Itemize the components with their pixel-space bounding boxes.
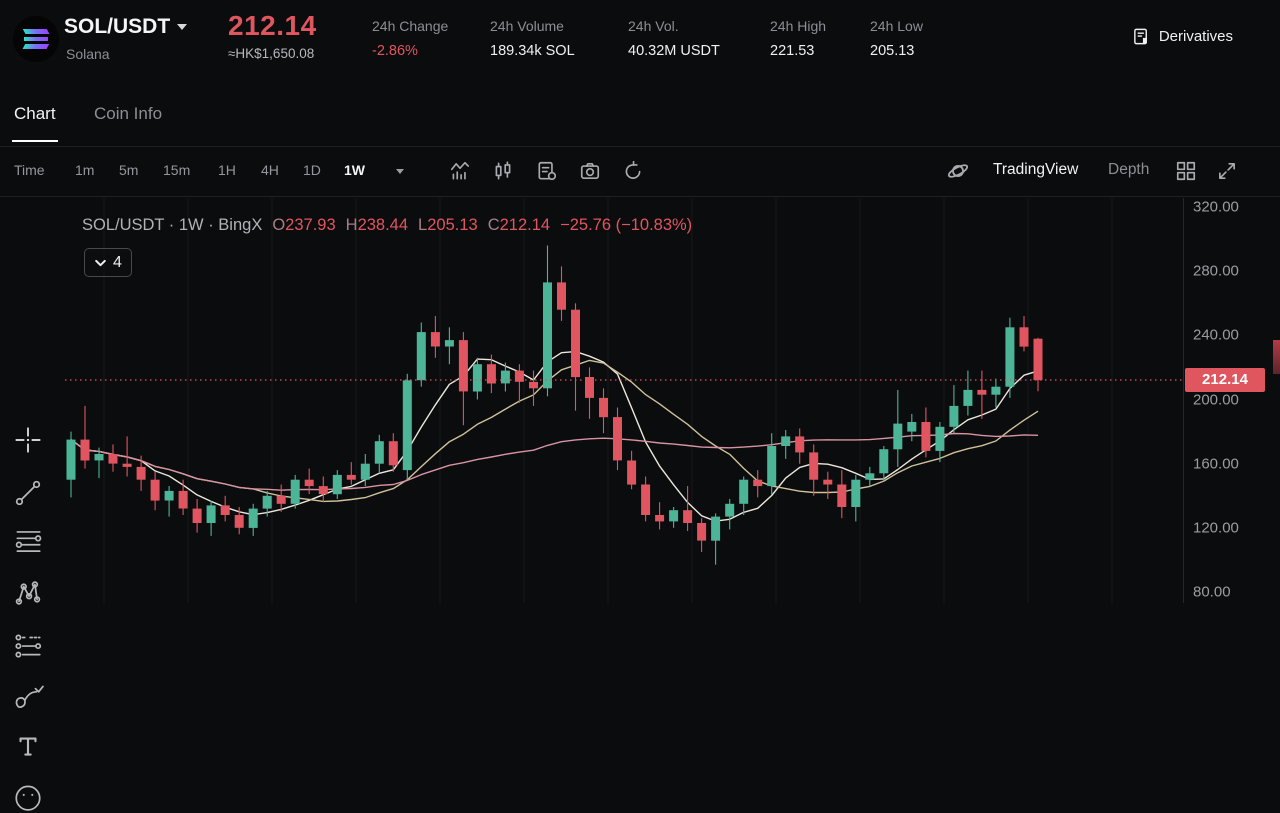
chevron-down-icon bbox=[177, 24, 188, 30]
candlestick-chart[interactable] bbox=[65, 198, 1183, 603]
axis-tick-160.00: 160.00 bbox=[1193, 455, 1239, 473]
chart-style-icon[interactable] bbox=[447, 158, 473, 184]
legend-c-label: C bbox=[487, 216, 500, 234]
tab-coin-info[interactable]: Coin Info bbox=[94, 104, 163, 123]
legend-o-label: O bbox=[272, 216, 286, 234]
axis-tick-80.00: 80.00 bbox=[1193, 583, 1231, 601]
depth-toggle[interactable]: Depth bbox=[1108, 161, 1150, 178]
legend-c-value: 212.14 bbox=[499, 216, 551, 234]
interval-time[interactable]: Time bbox=[14, 162, 45, 178]
xabcd-pattern-tool[interactable] bbox=[11, 576, 45, 610]
text-tool[interactable] bbox=[11, 729, 45, 763]
tab-bar: Chart Coin Info bbox=[0, 90, 1280, 147]
legend-h-value: 238.44 bbox=[357, 216, 409, 234]
chart-toolbar: Time 1m 5m 15m 1H 4H 1D 1W bbox=[0, 147, 1280, 197]
header: SOL/USDT Solana 212.14 ≈HK$1,650.08 24h … bbox=[0, 0, 1280, 90]
camera-icon[interactable] bbox=[577, 158, 603, 184]
axis-tick-320.00: 320.00 bbox=[1193, 198, 1239, 216]
interval-1d[interactable]: 1D bbox=[303, 162, 321, 178]
interval-5m[interactable]: 5m bbox=[119, 162, 139, 178]
solana-logo-icon bbox=[13, 16, 59, 62]
interval-dropdown[interactable] bbox=[387, 158, 413, 184]
crosshair-tool[interactable] bbox=[11, 423, 45, 457]
stat-24h-high: 24h High 221.53 bbox=[770, 18, 826, 59]
planet-icon[interactable] bbox=[945, 158, 971, 184]
stat-24h-vol-: 24h Vol. 40.32M USDT bbox=[628, 18, 720, 59]
legend-change: −25.76 (−10.83%) bbox=[560, 216, 693, 234]
tradingview-toggle[interactable]: TradingView bbox=[993, 161, 1079, 178]
axis-tick-120.00: 120.00 bbox=[1193, 519, 1239, 537]
derivatives-label: Derivatives bbox=[1158, 28, 1233, 45]
chart-pane[interactable]: SOL/USDT · 1W · BingX O237.93 H238.44 L205.… bbox=[0, 198, 1280, 811]
projection-tool[interactable] bbox=[11, 628, 45, 662]
legend-l-label: L bbox=[418, 216, 428, 234]
interval-1w[interactable]: 1W bbox=[344, 162, 365, 178]
interval-1m[interactable]: 1m bbox=[75, 162, 95, 178]
symbol-selector[interactable]: SOL/USDT bbox=[64, 15, 188, 39]
indicator-count: 4 bbox=[113, 253, 122, 271]
brush-tool[interactable] bbox=[11, 678, 45, 712]
stat-value: 221.53 bbox=[770, 43, 815, 59]
refresh-icon[interactable] bbox=[620, 158, 646, 184]
fullscreen-icon[interactable] bbox=[1214, 158, 1240, 184]
axis-tick-280.00: 280.00 bbox=[1193, 262, 1239, 280]
legend-l-value: 205.13 bbox=[427, 216, 478, 234]
stat-24h-volume: 24h Volume 189.34k SOL bbox=[490, 18, 575, 59]
indicators-icon[interactable] bbox=[534, 158, 560, 184]
grid-layout-icon[interactable] bbox=[1173, 158, 1199, 184]
stat-24h-low: 24h Low 205.13 bbox=[870, 18, 923, 59]
legend-title: SOL/USDT · 1W · BingX bbox=[82, 216, 263, 234]
legend-h-label: H bbox=[345, 216, 358, 234]
last-price: 212.14 bbox=[228, 10, 317, 41]
current-price-badge: 212.14 bbox=[1185, 368, 1265, 393]
stat-label: 24h High bbox=[770, 18, 827, 34]
tab-chart[interactable]: Chart bbox=[12, 104, 58, 142]
contract-doc-icon bbox=[1133, 28, 1147, 45]
network-name: Solana bbox=[66, 46, 110, 62]
price-axis[interactable]: 320.00 280.00 240.00 200.00 160.00 120.00 80.0… bbox=[1183, 198, 1280, 603]
symbol-name: SOL/USDT bbox=[64, 15, 171, 38]
chevron-down-icon bbox=[95, 259, 106, 267]
stat-24h-change: 24h Change -2.86% bbox=[372, 18, 448, 59]
derivatives-button[interactable]: Derivatives bbox=[1132, 27, 1233, 46]
scroll-indicator bbox=[1273, 340, 1280, 374]
chevron-down-icon bbox=[396, 168, 404, 174]
axis-tick-200.00: 200.00 bbox=[1193, 391, 1239, 408]
legend-o-value: 237.93 bbox=[285, 216, 336, 234]
interval-15m[interactable]: 15m bbox=[163, 162, 191, 178]
interval-4h[interactable]: 4H bbox=[261, 162, 279, 178]
stat-value: 189.34k SOL bbox=[490, 43, 575, 59]
stat-label: 24h Change bbox=[372, 18, 449, 34]
stat-label: 24h Volume bbox=[490, 18, 564, 34]
fiat-price: ≈HK$1,650.08 bbox=[228, 46, 315, 61]
drawing-tool-rail bbox=[0, 198, 65, 811]
stat-value: 205.13 bbox=[870, 43, 915, 59]
emoji-tool[interactable] bbox=[11, 779, 45, 813]
stat-value: -2.86% bbox=[372, 43, 418, 59]
candle-type-icon[interactable] bbox=[490, 158, 516, 184]
indicator-collapse-button[interactable]: 4 bbox=[84, 248, 132, 277]
axis-tick-240.00: 240.00 bbox=[1193, 326, 1239, 344]
fib-lines-tool[interactable] bbox=[11, 524, 45, 558]
stat-value: 40.32M USDT bbox=[628, 43, 720, 59]
stat-label: 24h Low bbox=[870, 18, 923, 34]
ohlc-legend: SOL/USDT · 1W · BingX O237.93 H238.44 L205.… bbox=[82, 216, 692, 235]
stat-label: 24h Vol. bbox=[628, 18, 679, 34]
interval-1h[interactable]: 1H bbox=[218, 162, 236, 178]
trend-line-tool[interactable] bbox=[11, 476, 45, 510]
